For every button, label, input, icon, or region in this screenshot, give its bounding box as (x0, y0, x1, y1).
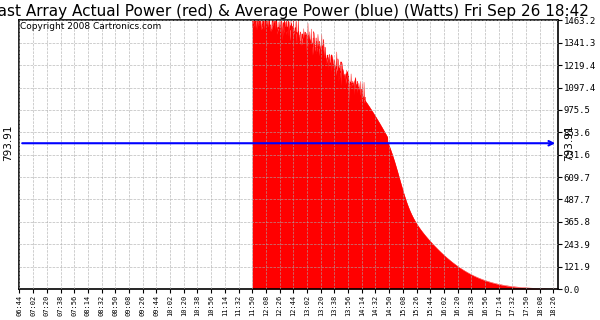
Text: Copyright 2008 Cartronics.com: Copyright 2008 Cartronics.com (20, 22, 161, 31)
Text: 793.91: 793.91 (4, 125, 13, 162)
Text: 793.91: 793.91 (564, 125, 574, 162)
Title: East Array Actual Power (red) & Average Power (blue) (Watts) Fri Sep 26 18:42: East Array Actual Power (red) & Average … (0, 4, 589, 19)
